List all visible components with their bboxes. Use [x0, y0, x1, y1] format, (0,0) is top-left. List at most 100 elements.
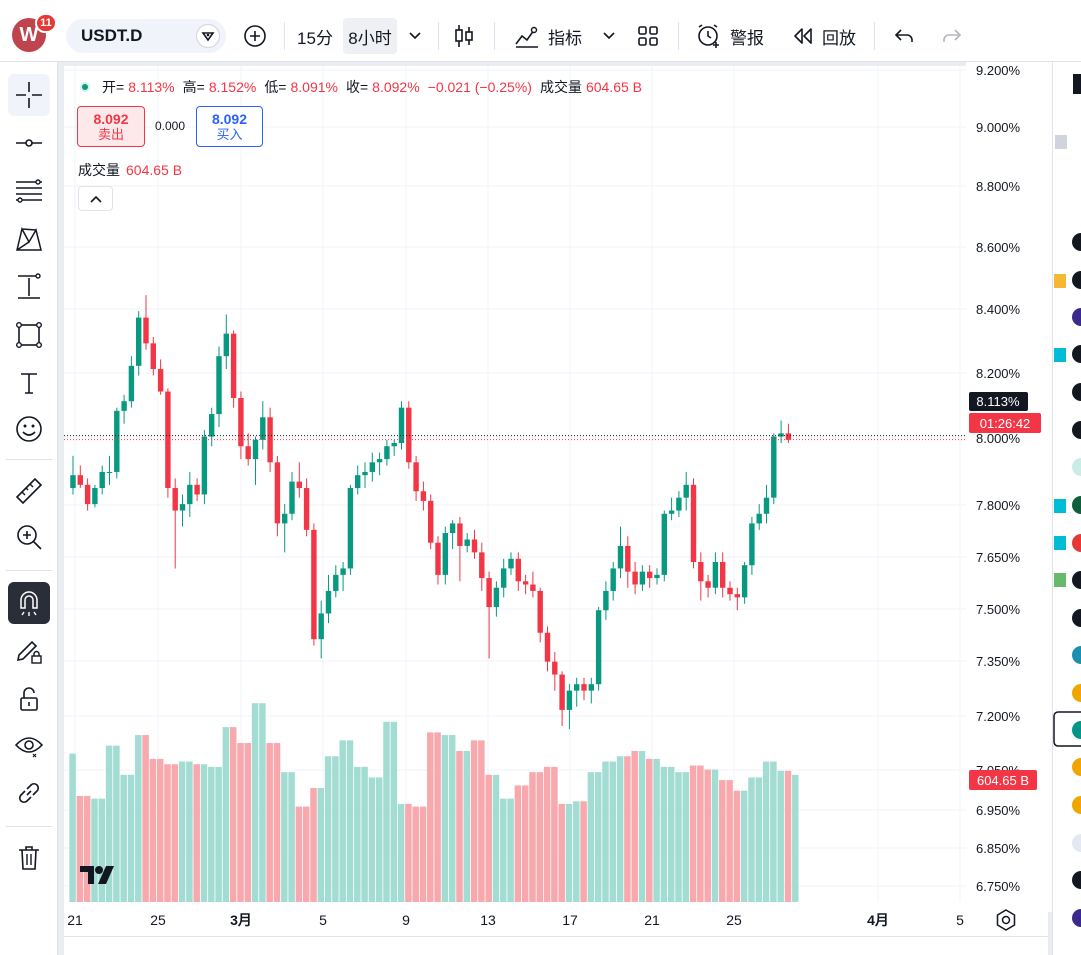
indicators-dropdown[interactable]	[596, 18, 622, 54]
coin-icon[interactable]	[1072, 871, 1081, 889]
toolbar-divider	[678, 22, 679, 50]
volume-legend[interactable]: 成交量 604.65 B	[78, 160, 182, 180]
volume-bar	[156, 758, 164, 902]
lock-all-drawings-button[interactable]	[8, 678, 50, 720]
volume-bar	[244, 743, 252, 902]
symbol-info-icon[interactable]	[196, 24, 220, 48]
open-value: 8.113%	[128, 79, 175, 95]
interval-8h-button[interactable]: 8小时	[343, 18, 397, 54]
candle-body	[333, 574, 339, 591]
candle-body	[749, 523, 755, 566]
flag-icon[interactable]	[1054, 573, 1066, 587]
coin-icon[interactable]	[1072, 684, 1081, 702]
magnet-icon	[20, 591, 38, 616]
volume-bar	[463, 750, 471, 902]
layout-button[interactable]	[630, 18, 666, 54]
coin-icon[interactable]	[1072, 796, 1081, 814]
volume-bar	[222, 727, 230, 902]
candle-body	[705, 581, 711, 588]
remove-drawings-button[interactable]	[8, 836, 50, 878]
coin-icon[interactable]	[1072, 233, 1081, 251]
price-tick-label: 8.400%	[976, 302, 1021, 317]
coin-icon[interactable]	[1072, 496, 1081, 514]
flag-icon[interactable]	[1054, 348, 1066, 362]
flag-icon[interactable]	[1054, 274, 1066, 288]
magnet-mode-button[interactable]	[8, 582, 50, 624]
volume-bar	[237, 743, 244, 902]
market-status-dot[interactable]	[80, 82, 90, 92]
buy-button[interactable]: 8.092 买入	[196, 106, 263, 147]
hide-drawings-button[interactable]	[8, 724, 50, 766]
zoom-tool[interactable]	[8, 516, 50, 558]
chart-type-button[interactable]	[446, 18, 482, 54]
coin-icon[interactable]	[1072, 383, 1081, 401]
candle-body	[574, 684, 580, 691]
sell-price: 8.092	[93, 110, 129, 127]
replay-button[interactable]: 回放	[786, 18, 862, 54]
measure-tool[interactable]	[8, 470, 50, 512]
coin-icon[interactable]	[1072, 271, 1081, 289]
drawing-toolbar	[0, 62, 58, 955]
coin-icon[interactable]	[1072, 909, 1081, 927]
ruler-icon	[15, 477, 43, 505]
coin-icon[interactable]	[1072, 571, 1081, 589]
coin-icon[interactable]	[1072, 345, 1081, 363]
flag-icon[interactable]	[1054, 499, 1066, 513]
interval-15m-button[interactable]: 15分	[297, 28, 333, 48]
indicators-button[interactable]: 指标	[508, 18, 588, 54]
flag-icon[interactable]	[1055, 135, 1067, 149]
coin-icon[interactable]	[1072, 458, 1081, 476]
coin-icon[interactable]	[1072, 609, 1081, 627]
sync-drawings-button[interactable]	[8, 772, 50, 814]
coin-icon[interactable]	[1072, 421, 1081, 439]
shapes-tool[interactable]	[8, 314, 50, 356]
low-label: 低=	[264, 79, 287, 95]
volume-bar	[419, 806, 427, 902]
candle-body	[92, 488, 98, 505]
compare-add-button[interactable]	[238, 18, 272, 54]
alert-button[interactable]: 警报	[690, 18, 770, 54]
candle-body	[420, 491, 427, 501]
candle-body	[471, 539, 478, 553]
sell-label: 卖出	[97, 126, 124, 142]
interval-dropdown[interactable]	[402, 18, 428, 54]
candle-body	[610, 568, 616, 591]
volume-bar	[689, 765, 697, 902]
coin-icon[interactable]	[1072, 721, 1081, 739]
axis-settings-button[interactable]	[994, 908, 1018, 932]
emoji-tool[interactable]	[8, 408, 50, 450]
coin-icon[interactable]	[1072, 646, 1081, 664]
toolbar-divider	[6, 570, 52, 571]
volume-bar	[98, 798, 106, 902]
crosshair-tool[interactable]	[8, 74, 50, 116]
chevron-up-icon	[89, 195, 102, 203]
pattern-tool[interactable]	[8, 218, 50, 260]
notification-badge[interactable]: 11	[35, 13, 57, 33]
undo-button[interactable]	[888, 18, 920, 54]
sell-button[interactable]: 8.092 卖出	[77, 106, 145, 147]
fib-tool[interactable]	[8, 170, 50, 212]
trend-line-tool[interactable]	[8, 122, 50, 164]
coin-icon[interactable]	[1072, 308, 1081, 326]
redo-button[interactable]	[936, 18, 968, 54]
coin-icon[interactable]	[1072, 834, 1081, 852]
candle-body	[150, 343, 156, 370]
coin-icon[interactable]	[1072, 534, 1081, 552]
lock-drawings-edit-button[interactable]	[8, 630, 50, 672]
coin-icon[interactable]	[1072, 758, 1081, 776]
candle-body	[581, 684, 587, 691]
candle-body	[77, 475, 83, 485]
unlock-icon	[20, 687, 38, 711]
symbol-search[interactable]: USDT.D	[66, 19, 226, 53]
flag-icon[interactable]	[1054, 536, 1066, 550]
text-tool[interactable]	[8, 362, 50, 404]
measure-price-tool[interactable]	[8, 266, 50, 308]
collapse-legend-button[interactable]	[78, 186, 113, 211]
volume-bar	[624, 756, 631, 902]
watchlist-selected-row[interactable]	[1053, 711, 1081, 747]
candle-body	[698, 562, 704, 582]
volume-bar	[719, 780, 726, 902]
tradingview-logo[interactable]	[80, 864, 120, 892]
volume-bar	[361, 766, 368, 902]
